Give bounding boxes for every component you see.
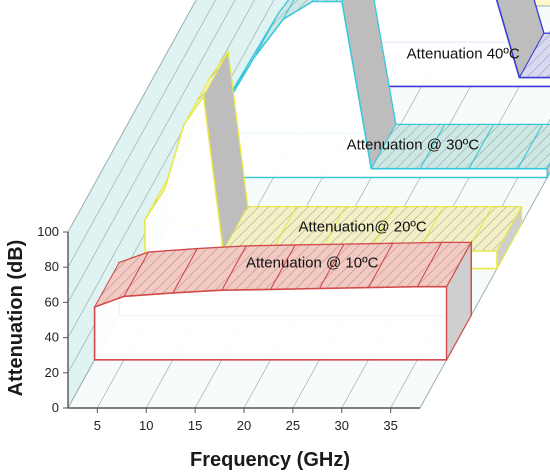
series-3-hatch-segment bbox=[517, 124, 550, 169]
x-tick-label: 35 bbox=[383, 418, 397, 433]
series-3-hatch-segment bbox=[469, 124, 543, 169]
y-tick-label: 40 bbox=[45, 330, 59, 345]
series-2-hatch-segment bbox=[184, 51, 228, 125]
series-2-hatch-segment bbox=[369, 206, 444, 251]
side-wall-gridline bbox=[67, 0, 216, 268]
axes: 0 20 40 60 80 100 5 10 15 20 25 30 35 bbox=[37, 224, 420, 433]
x-tick-label: 30 bbox=[335, 418, 349, 433]
series-3-label: Attenuation @ 30ºC bbox=[347, 136, 480, 153]
x-axis-title: Frequency (GHz) bbox=[190, 449, 350, 471]
series-3-end-cap bbox=[546, 162, 550, 178]
series-1-hatch-segment bbox=[94, 252, 149, 307]
y-tick-label: 60 bbox=[45, 294, 59, 309]
y-tick-label: 100 bbox=[37, 224, 59, 239]
side-wall-gridline bbox=[67, 0, 197, 233]
y-tick-label: 20 bbox=[45, 365, 59, 380]
series-1-label: Attenuation @ 10ºC bbox=[246, 254, 379, 271]
x-tick-label: 20 bbox=[237, 418, 251, 433]
series-1-hatch-segment bbox=[270, 244, 344, 290]
series-4-hatch-segment bbox=[519, 33, 550, 78]
series-1-ribbon: Attenuation @ 10ºC bbox=[93, 240, 472, 361]
series-3-ribbon: Attenuation @ 30ºC bbox=[194, 0, 550, 179]
series-1-hatch-segment bbox=[221, 245, 296, 291]
x-tick-label: 15 bbox=[188, 418, 202, 433]
series-1-end-cap bbox=[446, 240, 472, 361]
series-ribbons: Attenuation 40ºC Attenuation @ 30ºC Attenu… bbox=[93, 0, 550, 361]
series-1-hatch-segment bbox=[319, 243, 393, 289]
x-tick-label: 25 bbox=[286, 418, 300, 433]
side-wall-gridline bbox=[67, 0, 255, 338]
series-1-hatch-segment bbox=[417, 242, 472, 287]
series-2-label: Attenuation@ 20ºC bbox=[298, 219, 426, 236]
series-2-hatch-segment bbox=[467, 206, 522, 251]
x-tick-label: 10 bbox=[139, 418, 153, 433]
x-tick-label: 5 bbox=[94, 418, 101, 433]
series-2-end-cap bbox=[496, 206, 523, 269]
series-1-hatch-segment bbox=[172, 246, 247, 293]
series-1-front-face bbox=[93, 285, 448, 361]
series-1-hatch-segment bbox=[124, 248, 198, 297]
side-wall-gridline bbox=[67, 0, 236, 303]
y-tick-label: 80 bbox=[45, 259, 59, 274]
series-4-label: Attenuation 40ºC bbox=[407, 45, 520, 62]
series-2-hatch-segment bbox=[321, 206, 395, 251]
series-1-hatch-segment bbox=[368, 242, 442, 288]
y-tick-label: 0 bbox=[52, 400, 59, 415]
y-axis-title: Attenuation (dB) bbox=[5, 240, 27, 397]
